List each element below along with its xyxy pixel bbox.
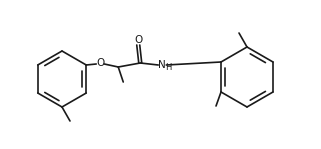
Text: O: O [134,35,143,45]
Text: H: H [165,63,171,73]
Text: O: O [96,58,104,68]
Text: N: N [158,60,166,70]
